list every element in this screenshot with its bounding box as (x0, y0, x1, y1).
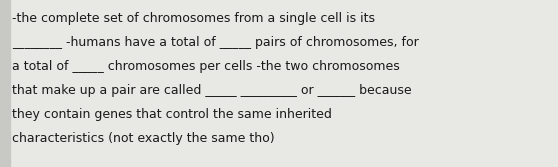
Text: -the complete set of chromosomes from a single cell is its: -the complete set of chromosomes from a … (12, 12, 375, 25)
Text: they contain genes that control the same inherited: they contain genes that control the same… (12, 108, 332, 121)
Text: a total of _____ chromosomes per cells -the two chromosomes: a total of _____ chromosomes per cells -… (12, 60, 400, 73)
Text: characteristics (not exactly the same tho): characteristics (not exactly the same th… (12, 132, 275, 145)
Text: that make up a pair are called _____ _________ or ______ because: that make up a pair are called _____ ___… (12, 84, 412, 97)
Text: ________ -humans have a total of _____ pairs of chromosomes, for: ________ -humans have a total of _____ p… (12, 36, 418, 49)
Bar (0, 0, 10, 167)
